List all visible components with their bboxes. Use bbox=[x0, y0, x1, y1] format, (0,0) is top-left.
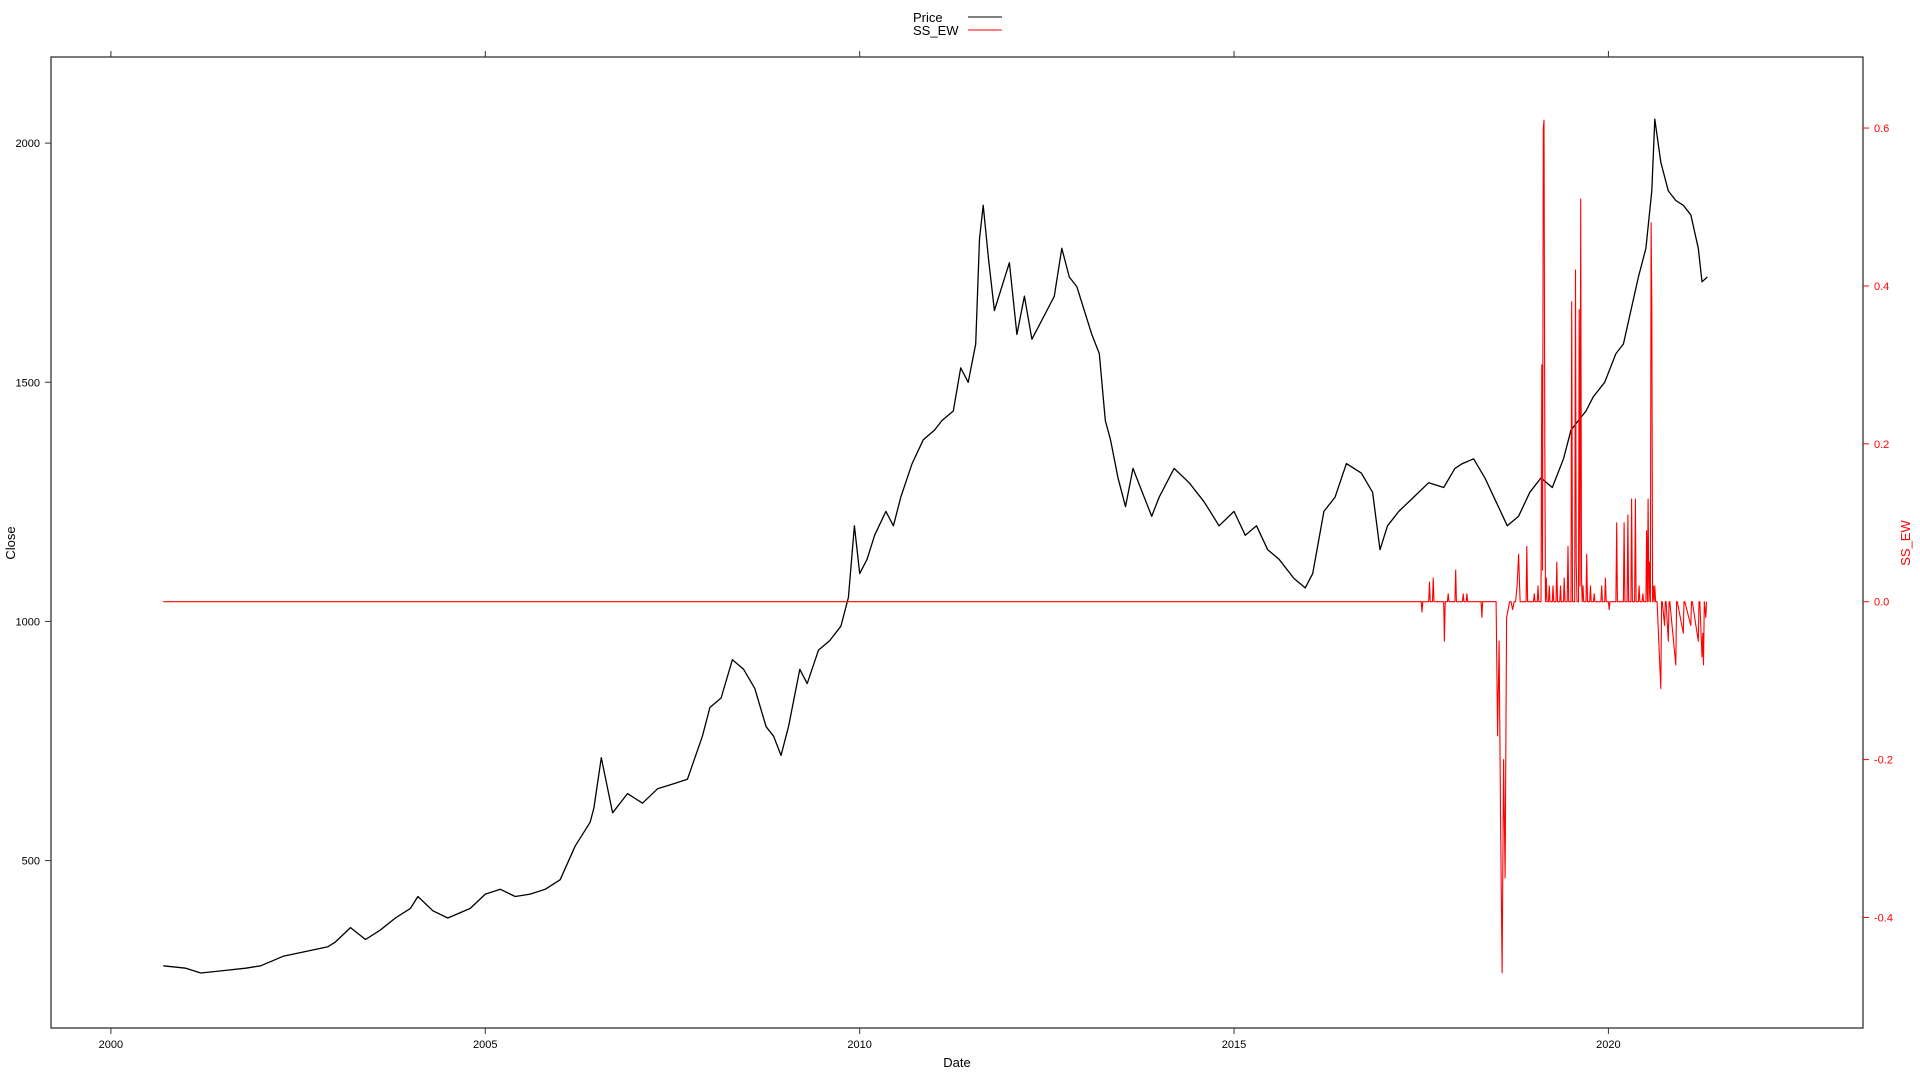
x-tick-label: 2005 bbox=[473, 1039, 497, 1051]
y-left-tick-label: 1500 bbox=[16, 377, 40, 389]
y-right-tick-label: 0.4 bbox=[1874, 281, 1889, 293]
y-right-tick-label: 0.6 bbox=[1874, 123, 1889, 135]
y-left-tick-label: 1000 bbox=[16, 616, 40, 628]
ss-ew-series-line bbox=[163, 119, 1708, 974]
y-right-tick-label: -0.4 bbox=[1874, 912, 1893, 924]
legend-label-ss-ew: SS_EW bbox=[913, 23, 959, 38]
x-axis: 2000 2005 2010 2015 2020 bbox=[99, 51, 1621, 1051]
y-left-axis: 500 1000 1500 2000 bbox=[16, 138, 51, 868]
y-right-axis-title: SS_EW bbox=[1898, 520, 1913, 566]
legend: Price SS_EW bbox=[913, 10, 1002, 38]
y-right-axis: -0.4 -0.2 0.0 0.2 0.4 0.6 bbox=[1863, 123, 1893, 924]
x-tick-label: 2020 bbox=[1596, 1039, 1620, 1051]
x-tick-label: 2010 bbox=[847, 1039, 871, 1051]
price-series-line bbox=[163, 118, 1708, 974]
plot-frame bbox=[50, 56, 1864, 1029]
x-tick-label: 2000 bbox=[99, 1039, 123, 1051]
x-axis-title: Date bbox=[943, 1055, 970, 1070]
y-right-tick-label: 0.2 bbox=[1874, 439, 1889, 451]
y-right-tick-label: 0.0 bbox=[1874, 597, 1889, 609]
y-right-tick-label: -0.2 bbox=[1874, 755, 1893, 767]
x-tick-label: 2015 bbox=[1222, 1039, 1246, 1051]
y-left-tick-label: 500 bbox=[22, 856, 40, 868]
y-left-axis-title: Close bbox=[3, 526, 18, 559]
legend-label-price: Price bbox=[913, 10, 943, 25]
y-left-tick-label: 2000 bbox=[16, 138, 40, 150]
series-layer bbox=[163, 118, 1708, 974]
